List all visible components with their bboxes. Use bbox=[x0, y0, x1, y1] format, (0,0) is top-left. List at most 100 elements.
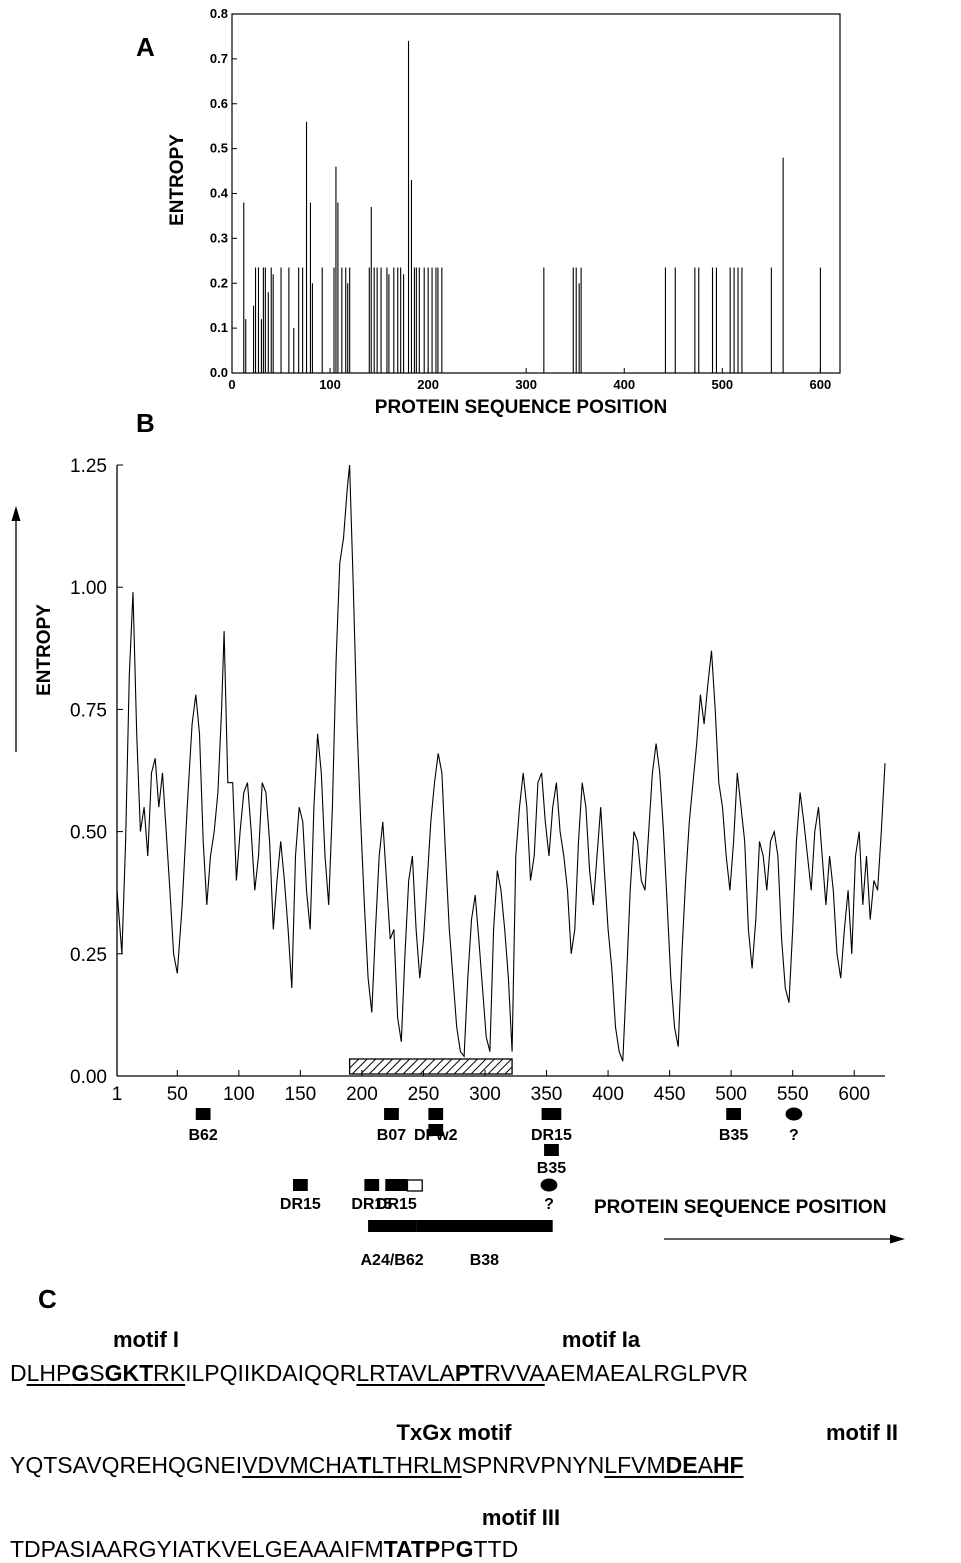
panel-b-x-tick-label: 250 bbox=[408, 1084, 440, 1105]
sequence-segment: TDPASIAARGYIATKVELGEAAAIFM bbox=[10, 1536, 384, 1562]
epitope-label: DR15 bbox=[531, 1127, 572, 1144]
sequence-segment: RVVA bbox=[484, 1360, 545, 1386]
epitope-marker-box bbox=[428, 1124, 444, 1136]
panel-a-x-tick-label: 0 bbox=[228, 377, 235, 392]
y-axis-arrow bbox=[11, 506, 21, 752]
epitope-marker-box bbox=[544, 1144, 559, 1156]
panel-c-letter: C bbox=[38, 1284, 57, 1314]
panel-b-letter: B bbox=[136, 408, 155, 438]
motif-label-i: motif I bbox=[113, 1327, 179, 1352]
sequence-segment: DE bbox=[665, 1452, 698, 1478]
panel-a-letter: A bbox=[136, 32, 155, 62]
panel-b-y-axis-label: ENTROPY bbox=[34, 604, 55, 696]
panel-a-y-tick-label: 0.4 bbox=[210, 186, 229, 201]
sequence-segment: LTHRLM bbox=[371, 1452, 462, 1478]
panel-a-y-tick-label: 0.1 bbox=[210, 320, 228, 335]
epitope-label: B38 bbox=[470, 1252, 499, 1269]
entropy-series-line bbox=[116, 464, 886, 1062]
panel-a-frame bbox=[231, 13, 841, 374]
sequence-segment: A bbox=[697, 1452, 713, 1478]
panel-b-x-tick-label: 500 bbox=[715, 1084, 747, 1105]
sequence-segment: PT bbox=[454, 1360, 485, 1386]
epitope-marker-box bbox=[195, 1108, 211, 1120]
epitope-label: B62 bbox=[188, 1127, 217, 1144]
sequence-segment: SPNRVPNYN bbox=[461, 1452, 605, 1478]
sequence-segment: P bbox=[440, 1536, 456, 1562]
epitope-label: B35 bbox=[719, 1127, 748, 1144]
epitope-marker-box bbox=[428, 1108, 444, 1120]
sequence-segment: LRTAVLA bbox=[356, 1360, 455, 1386]
sequence-segment: VDVMCHA bbox=[242, 1452, 358, 1478]
sequence-line-3: TDPASIAARGYIATKVELGEAAAIFMTATPPGTTD bbox=[10, 1536, 518, 1563]
panel-b-y-tick-label: 0.00 bbox=[70, 1067, 107, 1088]
sequence-segment: RK bbox=[153, 1360, 186, 1386]
panel-b-x-tick-label: 300 bbox=[469, 1084, 501, 1105]
panel-b-x-tick-label: 400 bbox=[592, 1084, 624, 1105]
motif-label-ia: motif Ia bbox=[561, 1327, 641, 1352]
epitope-marker-open bbox=[406, 1179, 423, 1192]
epitope-label: DR15 bbox=[351, 1196, 392, 1213]
sequence-line-2: YQTSAVQREHQGNEIVDVMCHATLTHRLMSPNRVPNYNLF… bbox=[10, 1452, 744, 1479]
sequence-segment: ILPQIIKDAIQQR bbox=[185, 1360, 357, 1386]
epitope-marker-box bbox=[293, 1179, 308, 1191]
sequence-segment: T bbox=[357, 1452, 372, 1478]
epitope-label: ? bbox=[789, 1127, 799, 1144]
panel-b-x-tick-label: 1 bbox=[112, 1084, 123, 1105]
panel-b-x-tick-label: 350 bbox=[531, 1084, 563, 1105]
sequence-segment: GKT bbox=[104, 1360, 154, 1386]
panel-b-plot-area: 0.000.250.500.751.001.251 50 100 150 200 250 3… bbox=[70, 456, 886, 1105]
epitope-label: B35 bbox=[537, 1160, 566, 1177]
x-axis-arrow bbox=[664, 1234, 905, 1244]
panel-a-y-tick-label: 0.5 bbox=[210, 141, 228, 156]
sequence-segment: LHP bbox=[26, 1360, 72, 1386]
epitope-label: B07 bbox=[377, 1127, 406, 1144]
motif-label-iii: motif III bbox=[481, 1505, 561, 1530]
panel-b-y-tick-label: 0.75 bbox=[70, 700, 107, 721]
sequence-segment: S bbox=[89, 1360, 105, 1386]
epitope-label: A24/B62 bbox=[360, 1252, 423, 1269]
sequence-segment: TTD bbox=[473, 1536, 519, 1562]
panel-a-y-tick-label: 0.6 bbox=[210, 96, 228, 111]
sequence-segment: AEMAEALRGLPVR bbox=[544, 1360, 748, 1386]
panel-a-y-tick-label: 0.2 bbox=[210, 275, 228, 290]
panel-a-x-tick-label: 200 bbox=[417, 377, 439, 392]
panel-b-y-tick-label: 0.50 bbox=[70, 823, 107, 844]
panel-a-x-axis-label: PROTEIN SEQUENCE POSITION bbox=[375, 397, 667, 418]
panel-a-x-tick-label: 300 bbox=[515, 377, 537, 392]
epitope-marker-box bbox=[364, 1179, 380, 1191]
panel-b-x-axis-label: PROTEIN SEQUENCE POSITION bbox=[594, 1197, 886, 1218]
epitope-marker-ellipse bbox=[785, 1107, 803, 1121]
epitope-marker-box bbox=[726, 1108, 741, 1120]
panel-b: B ENTROPY 0.00 0.25 0.50 0.75 1.00 1.25 1 50 100… bbox=[11, 408, 905, 1269]
panel-a-x-tick-label: 400 bbox=[613, 377, 635, 392]
panel-b-x-tick-label: 100 bbox=[223, 1084, 255, 1105]
panel-b-x-tick-label: 550 bbox=[777, 1084, 809, 1105]
panel-a-y-tick-label: 0.3 bbox=[210, 230, 228, 245]
panel-b-x-tick-label: 200 bbox=[346, 1084, 378, 1105]
epitope-marker-box bbox=[541, 1108, 562, 1120]
panel-b-y-tick-label: 1.25 bbox=[70, 456, 107, 477]
epitope-label: DR15 bbox=[376, 1196, 417, 1213]
panel-a-x-tick-label: 600 bbox=[810, 377, 832, 392]
sequence-segment: G bbox=[71, 1360, 90, 1386]
panel-b-y-tick-label: 1.00 bbox=[70, 578, 107, 599]
panel-a-plot-area: 0.0 0.1 0.2 0.3 0.4 0.5 0.6 0.7 0.8 0 100 200 300 400… bbox=[210, 6, 841, 392]
sequence-segment: TATP bbox=[383, 1536, 441, 1562]
motif-label-ii: motif II bbox=[825, 1420, 899, 1445]
sequence-segment: G bbox=[455, 1536, 474, 1562]
panel-b-x-tick-label: 450 bbox=[654, 1084, 686, 1105]
epitope-marker-box bbox=[384, 1108, 399, 1120]
epitope-range-bar bbox=[416, 1220, 553, 1232]
panel-a-y-tick-label: 0.0 bbox=[210, 365, 228, 380]
panel-b-x-tick-label: 150 bbox=[285, 1084, 317, 1105]
panel-b-x-tick-label: 600 bbox=[838, 1084, 870, 1105]
panel-a-x-tick-label: 100 bbox=[319, 377, 341, 392]
panel-a-y-tick-label: 0.7 bbox=[210, 51, 228, 66]
panel-b-y-tick-label: 0.25 bbox=[70, 945, 107, 966]
epitope-range-bar bbox=[368, 1220, 417, 1232]
sequence-line-1: DLHPGSGKTRKILPQIIKDAIQQRLRTAVLAPTRVVAAEM… bbox=[10, 1360, 748, 1387]
epitope-label: ? bbox=[544, 1196, 554, 1213]
hatched-region-bar bbox=[348, 1058, 513, 1075]
panel-a-y-axis-label: ENTROPY bbox=[167, 134, 188, 226]
